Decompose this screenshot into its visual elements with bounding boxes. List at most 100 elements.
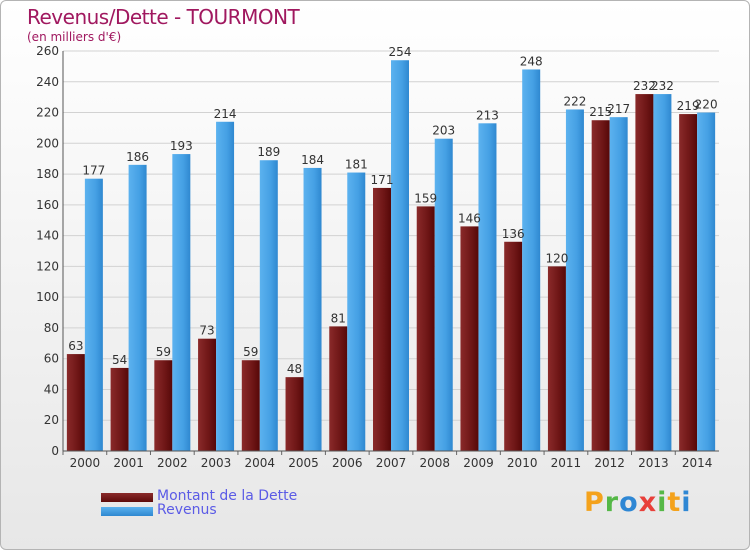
data-label: 177 (82, 164, 105, 178)
data-label: 186 (126, 150, 149, 164)
bar-revenus (303, 167, 322, 451)
x-tick-label: 2009 (463, 456, 494, 470)
bar-revenus (128, 164, 147, 451)
x-tick-label: 2004 (245, 456, 276, 470)
data-label: 213 (476, 108, 499, 122)
bar-revenus (697, 112, 716, 452)
y-tick-label: 160 (36, 198, 59, 212)
data-label: 254 (389, 45, 412, 59)
data-label: 217 (607, 102, 630, 116)
bar-dette (679, 114, 698, 452)
x-tick-label: 2006 (332, 456, 363, 470)
bar-revenus (434, 138, 453, 451)
x-tick-label: 2012 (594, 456, 625, 470)
y-tick-label: 40 (44, 382, 59, 396)
logo-letter: i (657, 487, 668, 518)
data-label: 63 (68, 339, 83, 353)
data-label: 120 (545, 251, 568, 265)
y-axis-ticks: 0 20 40 60 80 100 120 140 160 180 200 220 240 260 (36, 44, 59, 458)
data-label: 59 (243, 345, 258, 359)
data-label: 220 (695, 98, 718, 112)
bar-revenus (653, 94, 672, 452)
data-label: 171 (371, 173, 394, 187)
bar-revenus (216, 121, 235, 452)
data-label: 146 (458, 211, 481, 225)
bars (66, 60, 716, 452)
bar-revenus (522, 69, 541, 451)
logo-letter: i (681, 487, 692, 518)
data-label: 248 (520, 54, 543, 68)
y-tick-label: 220 (36, 106, 59, 120)
x-tick-label: 2014 (682, 456, 713, 470)
legend-label-revenus: Revenus (157, 502, 217, 518)
legend-swatch-revenus (101, 507, 153, 516)
data-label: 222 (563, 94, 586, 108)
x-tick-label: 2011 (551, 456, 582, 470)
chart-subtitle: (en milliers d'€) (27, 30, 122, 44)
y-tick-label: 200 (36, 136, 59, 150)
legend-label-dette: Montant de la Dette (157, 488, 298, 504)
y-tick-label: 140 (36, 229, 59, 243)
bar-revenus (347, 172, 366, 452)
data-label: 232 (633, 79, 656, 93)
x-tick-label: 2002 (157, 456, 188, 470)
data-label: 193 (170, 139, 193, 153)
x-tick-label: 2000 (70, 456, 101, 470)
data-label: 136 (502, 227, 525, 241)
x-tick-label: 2008 (419, 456, 450, 470)
bar-revenus (565, 109, 584, 451)
data-label: 73 (199, 324, 214, 338)
data-label: 59 (156, 345, 171, 359)
logo-letter: r (604, 487, 620, 518)
bar-revenus (259, 160, 278, 451)
logo-letter: t (667, 487, 682, 518)
y-tick-label: 180 (36, 167, 59, 181)
bar-dette (154, 360, 173, 451)
data-label: 232 (651, 79, 674, 93)
bar-dette (110, 367, 129, 451)
data-label: 54 (112, 353, 127, 367)
bar-dette (416, 206, 435, 451)
data-label: 189 (257, 145, 280, 159)
bar-dette (635, 94, 654, 452)
bar-dette (460, 226, 479, 451)
bar-revenus (172, 154, 191, 452)
data-label: 48 (287, 362, 302, 376)
data-label: 159 (414, 191, 437, 205)
axes (62, 51, 719, 452)
logo-letter: P (584, 487, 605, 518)
proxiti-logo: Proxiti (584, 487, 692, 518)
bar-dette (241, 360, 260, 451)
x-tick-label: 2003 (201, 456, 232, 470)
data-label: 81 (331, 311, 346, 325)
chart-title: Revenus/Dette - TOURMONT (27, 5, 300, 29)
bar-revenus (478, 123, 497, 452)
bar-dette (591, 120, 610, 451)
legend-swatch-dette (101, 493, 153, 502)
y-tick-label: 120 (36, 259, 59, 273)
y-tick-label: 240 (36, 75, 59, 89)
bar-dette (198, 338, 217, 451)
bar-dette (329, 326, 348, 451)
logo-letter: o (619, 487, 639, 518)
data-label: 219 (677, 99, 700, 113)
bar-dette (504, 241, 523, 451)
x-tick-label: 2005 (288, 456, 319, 470)
y-tick-label: 0 (51, 444, 59, 458)
y-tick-label: 80 (44, 321, 59, 335)
bar-revenus (609, 117, 628, 452)
bar-dette (373, 187, 391, 451)
y-tick-label: 100 (36, 290, 59, 304)
bar-dette (547, 266, 566, 451)
bar-revenus (391, 60, 409, 451)
x-tick-label: 2007 (376, 456, 407, 470)
x-tick-label: 2001 (113, 456, 144, 470)
x-tick-label: 2013 (638, 456, 669, 470)
y-tick-label: 260 (36, 44, 59, 58)
bar-revenus (84, 178, 103, 451)
bar-dette (285, 377, 304, 451)
bar-dette (66, 354, 85, 451)
data-label: 184 (301, 153, 324, 167)
